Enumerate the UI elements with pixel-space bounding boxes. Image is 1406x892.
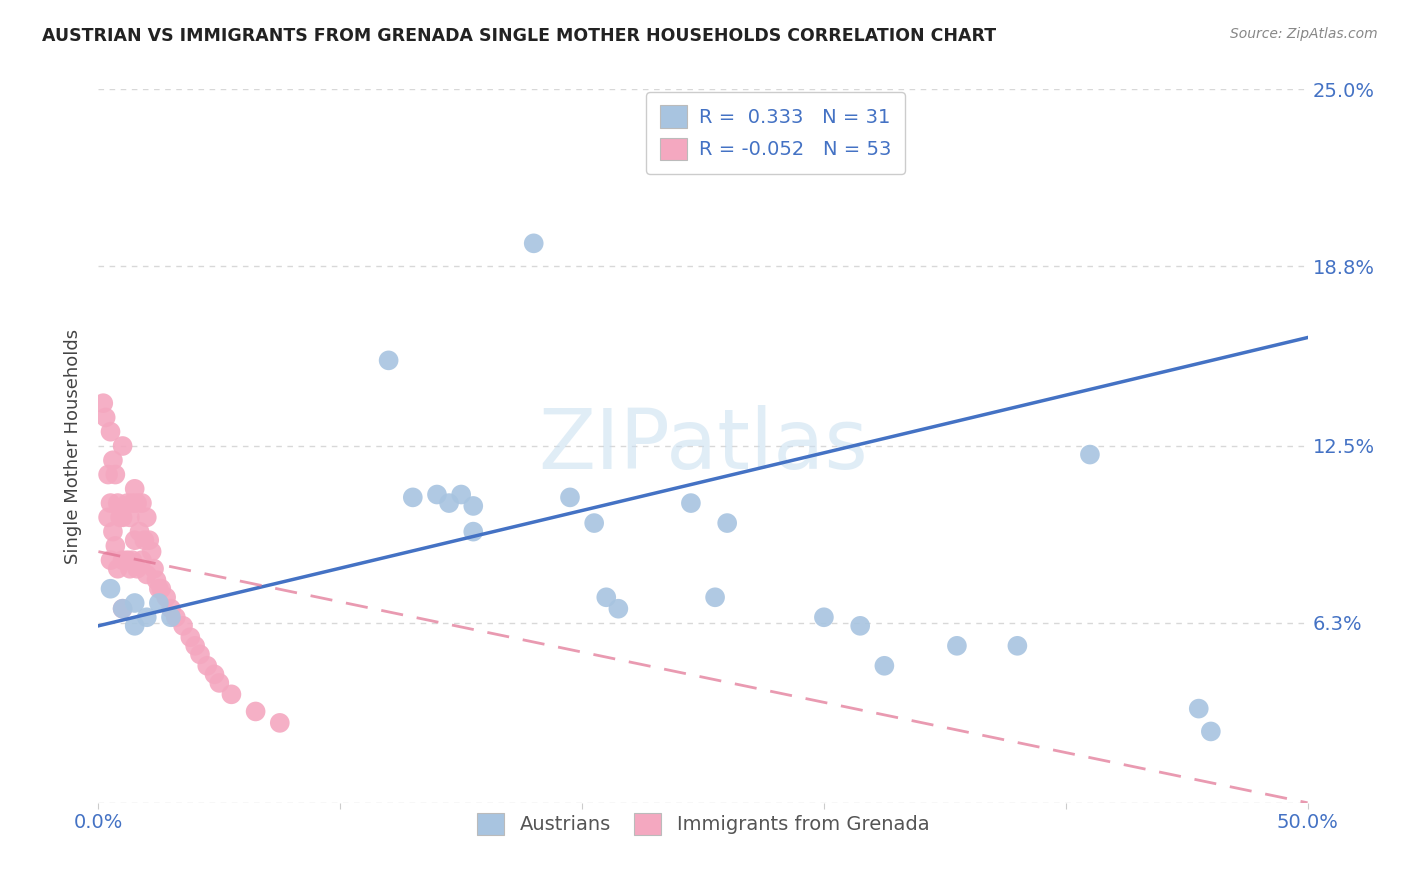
- Point: [402, 491, 425, 505]
- Point: [165, 610, 187, 624]
- Point: [138, 533, 160, 548]
- Point: [195, 658, 218, 673]
- Point: [607, 601, 630, 615]
- Point: [155, 591, 177, 605]
- Point: [101, 524, 124, 539]
- Point: [94, 410, 117, 425]
- Point: [117, 496, 139, 510]
- Point: [184, 639, 207, 653]
- Point: [124, 482, 146, 496]
- Point: [121, 553, 143, 567]
- Point: [124, 533, 146, 548]
- Point: [111, 601, 134, 615]
- Point: [148, 596, 170, 610]
- Point: [117, 553, 139, 567]
- Point: [97, 510, 120, 524]
- Point: [107, 562, 129, 576]
- Point: [143, 562, 166, 576]
- Point: [437, 496, 460, 510]
- Point: [595, 591, 617, 605]
- Point: [172, 619, 194, 633]
- Point: [204, 667, 226, 681]
- Y-axis label: Single Mother Households: Single Mother Households: [65, 328, 83, 564]
- Point: [141, 544, 163, 558]
- Point: [91, 396, 114, 410]
- Point: [704, 591, 727, 605]
- Point: [160, 601, 183, 615]
- Point: [668, 102, 690, 116]
- Point: [148, 582, 170, 596]
- Point: [135, 510, 157, 524]
- Point: [111, 510, 134, 524]
- Legend: Austrians, Immigrants from Grenada: Austrians, Immigrants from Grenada: [468, 805, 938, 843]
- Point: [118, 562, 141, 576]
- Point: [111, 601, 134, 615]
- Point: [463, 499, 485, 513]
- Point: [97, 467, 120, 482]
- Point: [188, 648, 211, 662]
- Point: [150, 582, 173, 596]
- Point: [523, 236, 546, 251]
- Point: [111, 439, 134, 453]
- Point: [108, 510, 131, 524]
- Point: [221, 687, 243, 701]
- Point: [135, 610, 157, 624]
- Point: [124, 596, 146, 610]
- Point: [679, 496, 702, 510]
- Point: [179, 630, 201, 644]
- Point: [100, 425, 122, 439]
- Point: [127, 496, 149, 510]
- Point: [104, 467, 127, 482]
- Text: AUSTRIAN VS IMMIGRANTS FROM GRENADA SINGLE MOTHER HOUSEHOLDS CORRELATION CHART: AUSTRIAN VS IMMIGRANTS FROM GRENADA SING…: [42, 27, 997, 45]
- Point: [558, 491, 581, 505]
- Point: [208, 676, 231, 690]
- Point: [134, 533, 156, 548]
- Point: [101, 453, 124, 467]
- Point: [1199, 724, 1222, 739]
- Point: [583, 516, 606, 530]
- Point: [946, 639, 969, 653]
- Point: [118, 510, 141, 524]
- Point: [716, 516, 738, 530]
- Point: [1078, 448, 1101, 462]
- Text: ZIPatlas: ZIPatlas: [538, 406, 868, 486]
- Point: [269, 715, 291, 730]
- Point: [107, 496, 129, 510]
- Point: [121, 496, 143, 510]
- Point: [1007, 639, 1029, 653]
- Point: [1188, 701, 1211, 715]
- Point: [377, 353, 399, 368]
- Point: [111, 553, 134, 567]
- Point: [463, 524, 485, 539]
- Point: [160, 610, 183, 624]
- Point: [131, 553, 153, 567]
- Point: [135, 567, 157, 582]
- Point: [813, 610, 835, 624]
- Point: [873, 658, 896, 673]
- Point: [100, 496, 122, 510]
- Point: [849, 619, 872, 633]
- Point: [100, 553, 122, 567]
- Point: [100, 582, 122, 596]
- Point: [124, 619, 146, 633]
- Point: [450, 487, 472, 501]
- Point: [131, 496, 153, 510]
- Point: [104, 539, 127, 553]
- Point: [245, 705, 267, 719]
- Point: [145, 573, 167, 587]
- Point: [426, 487, 449, 501]
- Point: [128, 524, 150, 539]
- Text: Source: ZipAtlas.com: Source: ZipAtlas.com: [1230, 27, 1378, 41]
- Point: [127, 562, 149, 576]
